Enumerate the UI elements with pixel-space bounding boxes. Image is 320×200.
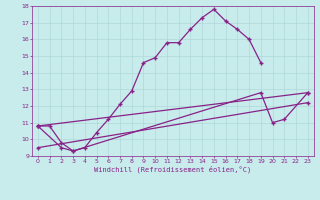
X-axis label: Windchill (Refroidissement éolien,°C): Windchill (Refroidissement éolien,°C) xyxy=(94,165,252,173)
